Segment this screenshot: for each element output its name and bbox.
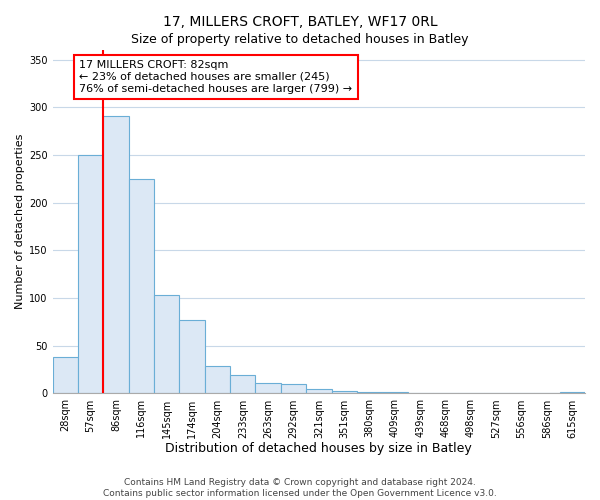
Bar	[433, 392, 458, 394]
Y-axis label: Number of detached properties: Number of detached properties	[15, 134, 25, 310]
Bar	[407, 392, 433, 394]
Text: 17, MILLERS CROFT, BATLEY, WF17 0RL: 17, MILLERS CROFT, BATLEY, WF17 0RL	[163, 15, 437, 29]
Bar	[53, 357, 78, 394]
Bar	[103, 116, 129, 394]
Bar	[154, 295, 179, 394]
Bar	[306, 388, 332, 394]
Bar	[382, 392, 407, 394]
Bar	[129, 179, 154, 394]
Bar	[230, 376, 256, 394]
Bar	[179, 320, 205, 394]
Bar	[281, 384, 306, 394]
Text: Size of property relative to detached houses in Batley: Size of property relative to detached ho…	[131, 32, 469, 46]
Text: Contains HM Land Registry data © Crown copyright and database right 2024.
Contai: Contains HM Land Registry data © Crown c…	[103, 478, 497, 498]
Bar	[332, 390, 357, 394]
X-axis label: Distribution of detached houses by size in Batley: Distribution of detached houses by size …	[166, 442, 472, 455]
Bar	[560, 392, 585, 394]
Bar	[205, 366, 230, 394]
Bar	[78, 155, 103, 394]
Bar	[256, 383, 281, 394]
Bar	[357, 392, 382, 394]
Text: 17 MILLERS CROFT: 82sqm
← 23% of detached houses are smaller (245)
76% of semi-d: 17 MILLERS CROFT: 82sqm ← 23% of detache…	[79, 60, 352, 94]
